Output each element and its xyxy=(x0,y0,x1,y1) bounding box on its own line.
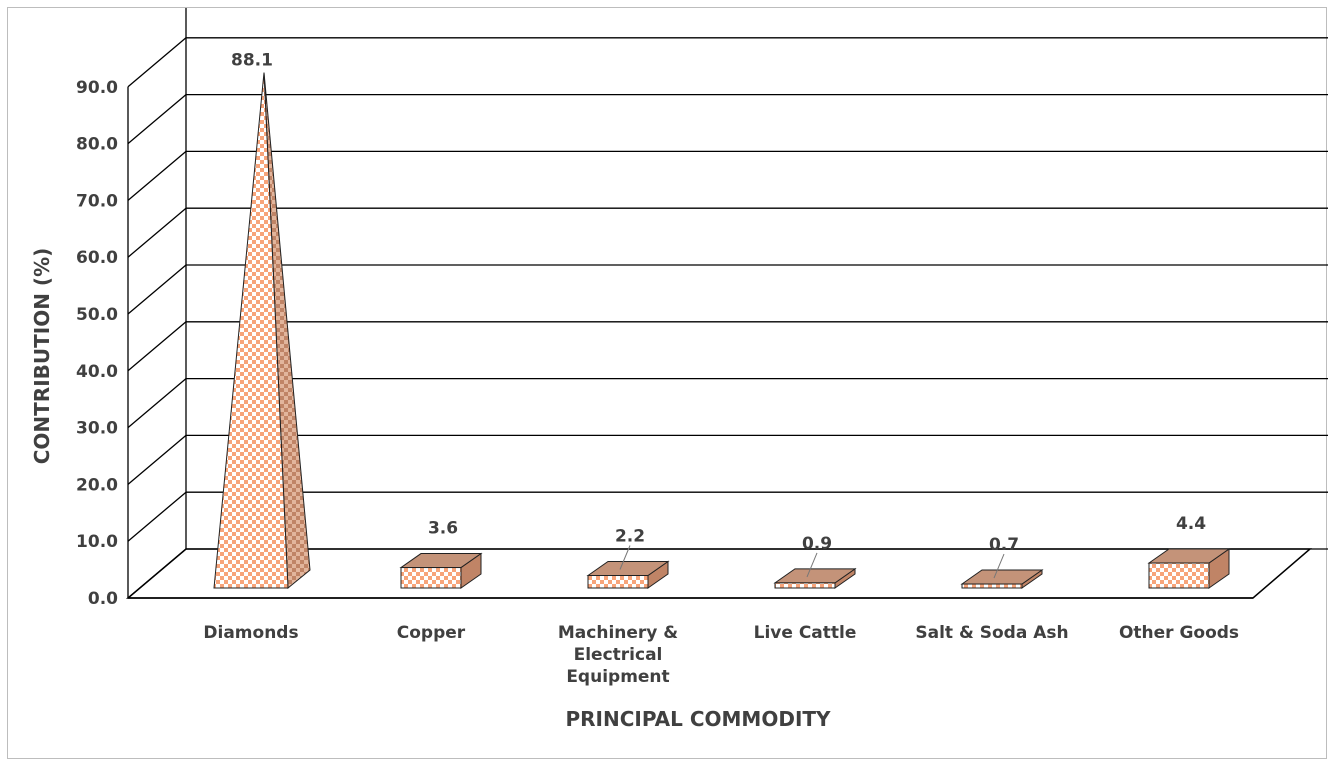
bar-1: 3.6 xyxy=(399,519,483,589)
x-category-label: Machinery & xyxy=(558,623,678,643)
y-tick-label: 30.0 xyxy=(76,419,118,439)
bar-3: 0.9 xyxy=(773,534,857,589)
x-category-label: Copper xyxy=(397,623,466,643)
y-tick-label: 90.0 xyxy=(76,78,118,98)
bar-0: 88.1 xyxy=(213,51,311,590)
y-tick-label: 0.0 xyxy=(88,589,118,609)
x-axis-title: PRINCIPAL COMMODITY xyxy=(565,707,831,731)
x-category-label: Salt & Soda Ash xyxy=(915,623,1068,643)
chart-walls xyxy=(125,8,1328,599)
bar-4: 0.7 xyxy=(960,535,1044,589)
box-front xyxy=(400,567,462,589)
side-grid-line xyxy=(127,491,187,542)
y-tick-label: 80.0 xyxy=(76,135,118,155)
box-front xyxy=(1148,562,1210,589)
side-grid-line xyxy=(127,37,187,88)
side-grid-line xyxy=(127,434,187,485)
box-front xyxy=(961,583,1023,589)
side-grid-line xyxy=(127,94,187,145)
data-label: 0.9 xyxy=(802,534,832,554)
y-tick-label: 60.0 xyxy=(76,248,118,268)
side-grid-line xyxy=(127,150,187,201)
y-tick-label: 70.0 xyxy=(76,191,118,211)
bar-5: 4.4 xyxy=(1147,514,1231,589)
x-category-label: Live Cattle xyxy=(754,623,857,643)
x-category-label: Equipment xyxy=(566,667,669,687)
leader-line xyxy=(993,553,1005,579)
y-tick-label: 40.0 xyxy=(76,362,118,382)
y-axis-ticks: 0.0 10.0 20.0 30.0 40.0 50.0 60.0 70.0 80.0 90.0 xyxy=(76,78,118,609)
data-label: 2.2 xyxy=(615,527,645,547)
chart-marks: 88.1 3.6 2.2 0.9 0.7 4.4 xyxy=(213,51,1231,590)
x-axis-categories: Diamonds Copper Machinery &ElectricalEquip… xyxy=(203,623,1239,687)
y-axis-title: CONTRIBUTION (%) xyxy=(30,248,54,465)
data-label: 4.4 xyxy=(1176,514,1206,534)
bar-2: 2.2 xyxy=(586,527,670,589)
pyramid-front xyxy=(213,72,289,589)
side-grid-line xyxy=(127,264,187,315)
y-tick-label: 20.0 xyxy=(76,475,118,495)
box-front xyxy=(587,575,649,589)
y-tick-label: 50.0 xyxy=(76,305,118,325)
box-front xyxy=(774,582,836,589)
x-category-label: Diamonds xyxy=(203,623,298,643)
x-category-label: Electrical xyxy=(574,645,663,665)
x-category-label: Other Goods xyxy=(1119,623,1239,643)
leader-line xyxy=(806,552,818,578)
leader-line xyxy=(619,545,631,570)
side-grid-line xyxy=(127,548,187,599)
side-grid-line xyxy=(127,378,187,429)
y-tick-label: 10.0 xyxy=(76,532,118,552)
data-label: 3.6 xyxy=(428,519,458,539)
side-grid-line xyxy=(127,321,187,372)
side-grid-line xyxy=(127,207,187,258)
chart-frame: 0.0 10.0 20.0 30.0 40.0 50.0 60.0 70.0 80.0 90.0 … xyxy=(7,7,1328,759)
data-label: 0.7 xyxy=(989,535,1019,555)
chart-svg: 0.010.020.030.040.050.060.070.080.090.0 … xyxy=(30,8,1328,731)
data-label: 88.1 xyxy=(231,51,273,71)
